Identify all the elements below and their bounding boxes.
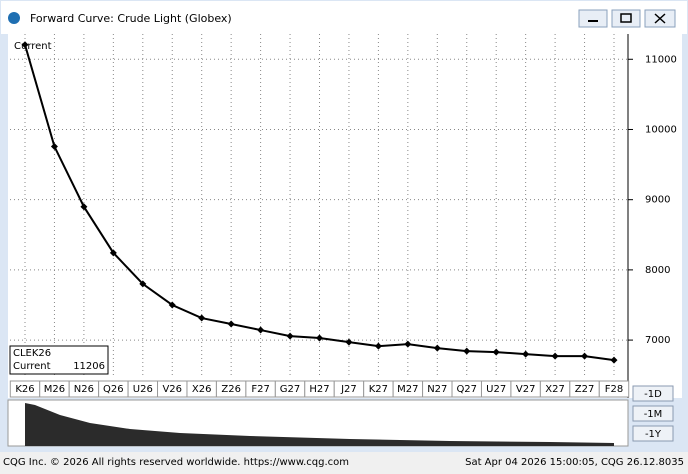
app-icon bbox=[8, 12, 20, 24]
data-point bbox=[50, 143, 58, 151]
chart: 7000 8000 9000 10000 11000 K26 M26 N26 Q26 U26 V26… bbox=[9, 34, 677, 398]
data-point bbox=[286, 332, 294, 340]
range-button[interactable] bbox=[632, 385, 674, 402]
data-point bbox=[374, 342, 382, 350]
x-tick-label: U26 bbox=[133, 384, 153, 395]
x-tick-label: N27 bbox=[427, 384, 447, 395]
info-box bbox=[9, 345, 109, 375]
chart-panel bbox=[8, 34, 682, 398]
y-tick-label: 9000 bbox=[645, 195, 670, 206]
range-buttons: -1D -1M -1Y bbox=[632, 385, 674, 442]
data-point bbox=[257, 326, 265, 334]
x-tick-label: M27 bbox=[397, 384, 418, 395]
x-tick-label: N26 bbox=[74, 384, 94, 395]
maximize-button[interactable] bbox=[611, 9, 641, 28]
x-tick-label: X26 bbox=[192, 384, 212, 395]
data-point bbox=[227, 320, 235, 328]
x-tick-label: Q26 bbox=[103, 384, 124, 395]
data-point bbox=[109, 249, 117, 257]
data-point bbox=[463, 347, 471, 355]
data-point bbox=[610, 356, 618, 364]
range-button-label: -1Y bbox=[645, 429, 662, 440]
data-point bbox=[404, 340, 412, 348]
x-tick-label: G27 bbox=[280, 384, 300, 395]
navigator-area bbox=[25, 403, 614, 446]
x-tick-label: J27 bbox=[340, 384, 357, 395]
range-button[interactable] bbox=[632, 405, 674, 422]
range-button[interactable] bbox=[632, 425, 674, 442]
minimize-button[interactable] bbox=[578, 9, 608, 28]
y-tick-label: 10000 bbox=[645, 124, 677, 135]
x-tick-label: Z27 bbox=[575, 384, 595, 395]
x-tick-label: H27 bbox=[309, 384, 329, 395]
maximize-icon bbox=[620, 13, 632, 23]
x-tick-label: Z26 bbox=[221, 384, 241, 395]
data-point bbox=[551, 352, 559, 360]
x-tick-label: Q27 bbox=[456, 384, 477, 395]
data-point bbox=[80, 203, 88, 211]
data-point bbox=[198, 314, 206, 322]
data-point bbox=[433, 344, 441, 352]
x-tick-label: M26 bbox=[44, 384, 65, 395]
footer-left: CQG Inc. © 2026 All rights reserved worl… bbox=[3, 457, 349, 468]
x-tick-label: V26 bbox=[162, 384, 182, 395]
data-point bbox=[168, 301, 176, 309]
info-symbol: CLEK26 bbox=[13, 348, 51, 359]
data-point bbox=[492, 348, 500, 356]
x-tick-label: V27 bbox=[516, 384, 536, 395]
close-icon bbox=[654, 13, 666, 24]
x-tick-label: K26 bbox=[15, 384, 34, 395]
data-point bbox=[316, 334, 323, 342]
y-tick-label: 7000 bbox=[645, 335, 670, 346]
x-tick-label: F27 bbox=[251, 384, 269, 395]
window-title: Forward Curve: Crude Light (Globex) bbox=[30, 12, 232, 25]
x-tick-label: K27 bbox=[369, 384, 388, 395]
window-controls bbox=[578, 9, 676, 28]
legend-label: Current bbox=[14, 41, 52, 52]
title-bar bbox=[1, 1, 687, 34]
range-button-label: -1M bbox=[644, 409, 663, 420]
x-tick-cell bbox=[598, 380, 630, 398]
data-point bbox=[345, 338, 353, 346]
data-point bbox=[21, 41, 29, 49]
range-button-label: -1D bbox=[644, 389, 662, 400]
data-point bbox=[581, 352, 589, 360]
footer-right: Sat Apr 04 2026 15:00:05, CQG 26.12.8035 bbox=[465, 457, 684, 468]
info-name: Current bbox=[13, 361, 51, 372]
y-tick-label: 11000 bbox=[645, 54, 677, 65]
x-tick-label: F28 bbox=[605, 384, 623, 395]
x-tick-label: U27 bbox=[486, 384, 506, 395]
status-bar bbox=[0, 452, 688, 470]
x-tick-label: X27 bbox=[545, 384, 565, 395]
data-point bbox=[522, 350, 530, 358]
info-value: 11206 bbox=[73, 361, 105, 372]
data-point bbox=[139, 280, 147, 288]
y-tick-label: 8000 bbox=[645, 265, 670, 276]
